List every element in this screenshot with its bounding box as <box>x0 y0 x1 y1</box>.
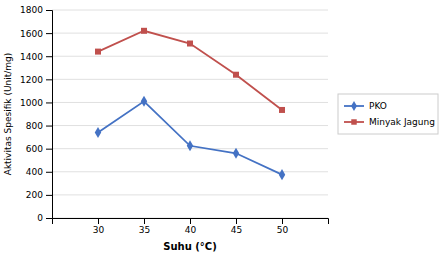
x-tick-label: 50 <box>277 225 289 235</box>
y-tick-label: 1800 <box>20 5 43 15</box>
x-tick-mark <box>282 218 283 224</box>
y-tick-mark <box>46 10 52 11</box>
grid-line <box>52 79 328 80</box>
series-marker <box>187 41 193 47</box>
grid-line <box>52 102 328 103</box>
y-tick-mark <box>46 126 52 127</box>
y-tick: 200 <box>26 190 52 200</box>
legend-marker <box>351 101 357 111</box>
legend-item: PKO <box>344 101 387 111</box>
series-marker <box>279 169 285 180</box>
series-marker <box>187 140 193 151</box>
series-marker <box>279 107 285 113</box>
y-tick-mark <box>46 218 52 219</box>
y-tick: 1400 <box>20 52 52 62</box>
x-tick-label: 40 <box>185 225 197 235</box>
y-tick-mark <box>46 79 52 80</box>
y-tick: 1000 <box>20 98 52 108</box>
grid-line <box>52 194 328 195</box>
series-line <box>98 101 282 174</box>
x-tick-mark <box>190 218 191 224</box>
y-tick-label: 600 <box>26 144 43 154</box>
y-tick-mark <box>46 172 52 173</box>
y-tick-label: 1400 <box>20 52 43 62</box>
series-marker <box>233 148 239 159</box>
x-tick: 35 <box>139 218 150 235</box>
y-tick-mark <box>46 195 52 196</box>
y-axis-title: Aktivitas Spesifik (Unit/mg) <box>3 53 13 176</box>
grid-line <box>52 171 328 172</box>
y-tick-mark <box>46 102 52 103</box>
y-tick: 400 <box>26 167 52 177</box>
x-tick-mark <box>236 218 237 224</box>
x-tick-mark <box>98 218 99 224</box>
y-tick: 600 <box>26 144 52 154</box>
series-group <box>95 28 285 180</box>
y-tick-label: 0 <box>37 213 43 223</box>
y-tick-mark <box>46 56 52 57</box>
legend: PKO Minyak Jagung <box>338 94 438 134</box>
y-tick-label: 1000 <box>20 98 43 108</box>
y-tick-label: 1200 <box>20 75 43 85</box>
x-tick-mark <box>144 218 145 224</box>
series-marker <box>141 96 147 107</box>
y-tick-label: 1600 <box>20 28 43 38</box>
grid-line <box>52 10 328 11</box>
y-tick: 0 <box>37 213 52 223</box>
chart: 30 35 40 45 50 0 200 400 600 800 1000 1200 1400 1600 1… <box>0 0 440 254</box>
legend-item: Minyak Jagung <box>344 117 435 127</box>
y-tick: 1200 <box>20 75 52 85</box>
y-axis: 0 200 400 600 800 1000 1200 1400 1600 1800 <box>20 5 52 223</box>
grid-line <box>52 56 328 57</box>
x-tick-label: 45 <box>231 225 242 235</box>
x-tick-label: 30 <box>93 225 105 235</box>
grid-line <box>52 33 328 34</box>
x-tick: 40 <box>185 218 197 235</box>
y-tick: 1800 <box>20 5 52 15</box>
series-marker <box>95 49 101 55</box>
y-tick-label: 200 <box>26 190 43 200</box>
series-line <box>98 31 282 110</box>
y-tick-label: 800 <box>26 121 43 131</box>
x-axis: 30 35 40 45 50 <box>53 218 329 235</box>
y-tick: 800 <box>26 121 52 131</box>
x-tick: 30 <box>93 218 105 235</box>
grid-line <box>52 125 328 126</box>
y-tick: 1600 <box>20 28 52 38</box>
legend-label: Minyak Jagung <box>369 117 435 127</box>
y-tick-mark <box>46 149 52 150</box>
legend-box <box>338 94 438 134</box>
x-axis-title: Suhu (°C) <box>163 241 217 252</box>
x-tick-label: 35 <box>139 225 150 235</box>
x-tick: 50 <box>277 218 289 235</box>
plot-area: 30 35 40 45 50 0 200 400 600 800 1000 1200 1400 1600 1… <box>20 5 328 235</box>
legend-marker <box>351 119 356 124</box>
y-tick-mark <box>46 33 52 34</box>
grid <box>52 10 328 218</box>
series-marker <box>141 28 147 34</box>
series-marker <box>95 127 101 138</box>
x-axis-line <box>53 219 329 225</box>
y-tick-label: 400 <box>26 167 43 177</box>
legend-label: PKO <box>369 101 387 111</box>
x-tick: 45 <box>231 218 242 235</box>
y-axis-line <box>46 11 53 219</box>
series-marker <box>233 72 239 78</box>
